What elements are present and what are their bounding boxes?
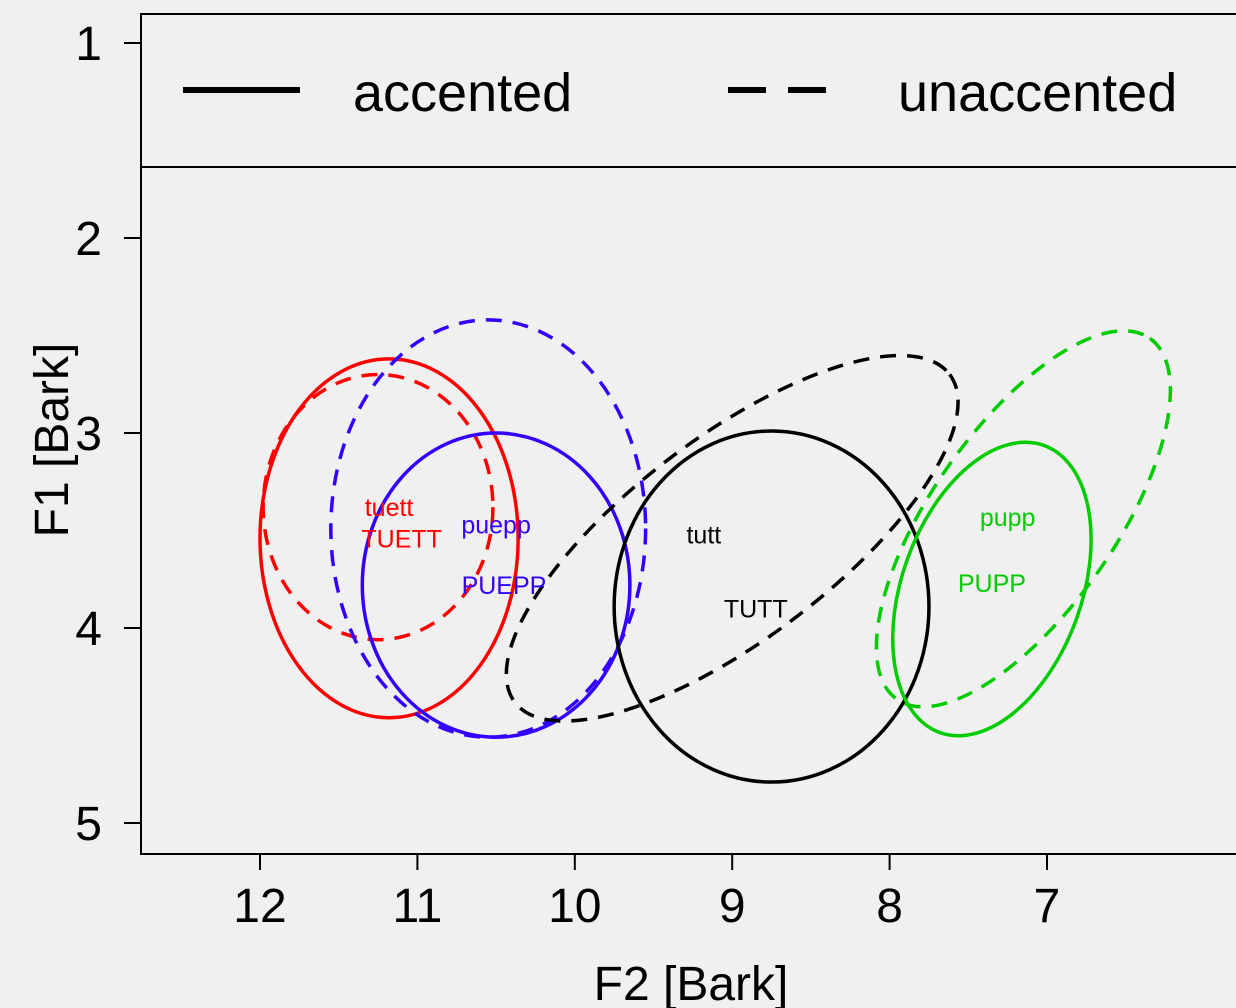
plot-frame: [140, 13, 1236, 855]
vowel-label-tuett-0: tuett: [365, 494, 414, 522]
x-tick-label-8: 8: [876, 880, 903, 933]
vowel-label-puepp-2: puepp: [461, 512, 531, 540]
vowel-label-puepp-3: PUEPP: [462, 572, 547, 600]
vowel-label-tuett-1: TUETT: [361, 525, 442, 553]
y-tick-label-5: 5: [75, 798, 102, 851]
ellipse-puepp-dashed: [329, 318, 648, 739]
legend: accented unaccented: [141, 63, 1236, 168]
ellipse-tuett-solid: [258, 357, 520, 720]
ellipse-tutt-dashed: [504, 353, 960, 723]
x-tick-label-9: 9: [719, 880, 746, 933]
ellipse-pupp-solid: [891, 440, 1093, 738]
vowel-label-pupp-7: PUPP: [958, 570, 1026, 598]
y-axis-title: F1 [Bark]: [26, 343, 79, 538]
ellipse-layer: [258, 318, 1173, 784]
vowel-label-layer: tuett TUETT puepp PUEPP tutt TUTT pupp PUPP: [361, 494, 1035, 623]
x-axis: 12 11 10 9 8 7: [233, 854, 1060, 933]
ellipse-pupp-dashed: [874, 329, 1173, 709]
x-tick-label-7: 7: [1034, 880, 1061, 933]
y-tick-label-1: 1: [75, 18, 102, 71]
y-axis: 1 2 3 4 5: [75, 18, 141, 851]
legend-label-unaccented: unaccented: [898, 63, 1177, 123]
x-axis-title: F2 [Bark]: [594, 958, 789, 1008]
y-tick-label-2: 2: [75, 213, 102, 266]
x-tick-label-10: 10: [548, 880, 601, 933]
ellipse-tutt-solid: [612, 429, 931, 784]
vowel-label-tutt-4: tutt: [686, 521, 721, 549]
x-tick-label-12: 12: [233, 880, 286, 933]
y-tick-label-4: 4: [75, 603, 102, 656]
vowel-label-tutt-5: TUTT: [724, 596, 788, 624]
y-tick-label-3: 3: [75, 408, 102, 461]
x-tick-label-11: 11: [392, 880, 442, 933]
vowel-label-pupp-6: pupp: [980, 504, 1036, 532]
ellipse-tuett-dashed: [261, 372, 495, 642]
legend-label-accented: accented: [353, 63, 572, 123]
